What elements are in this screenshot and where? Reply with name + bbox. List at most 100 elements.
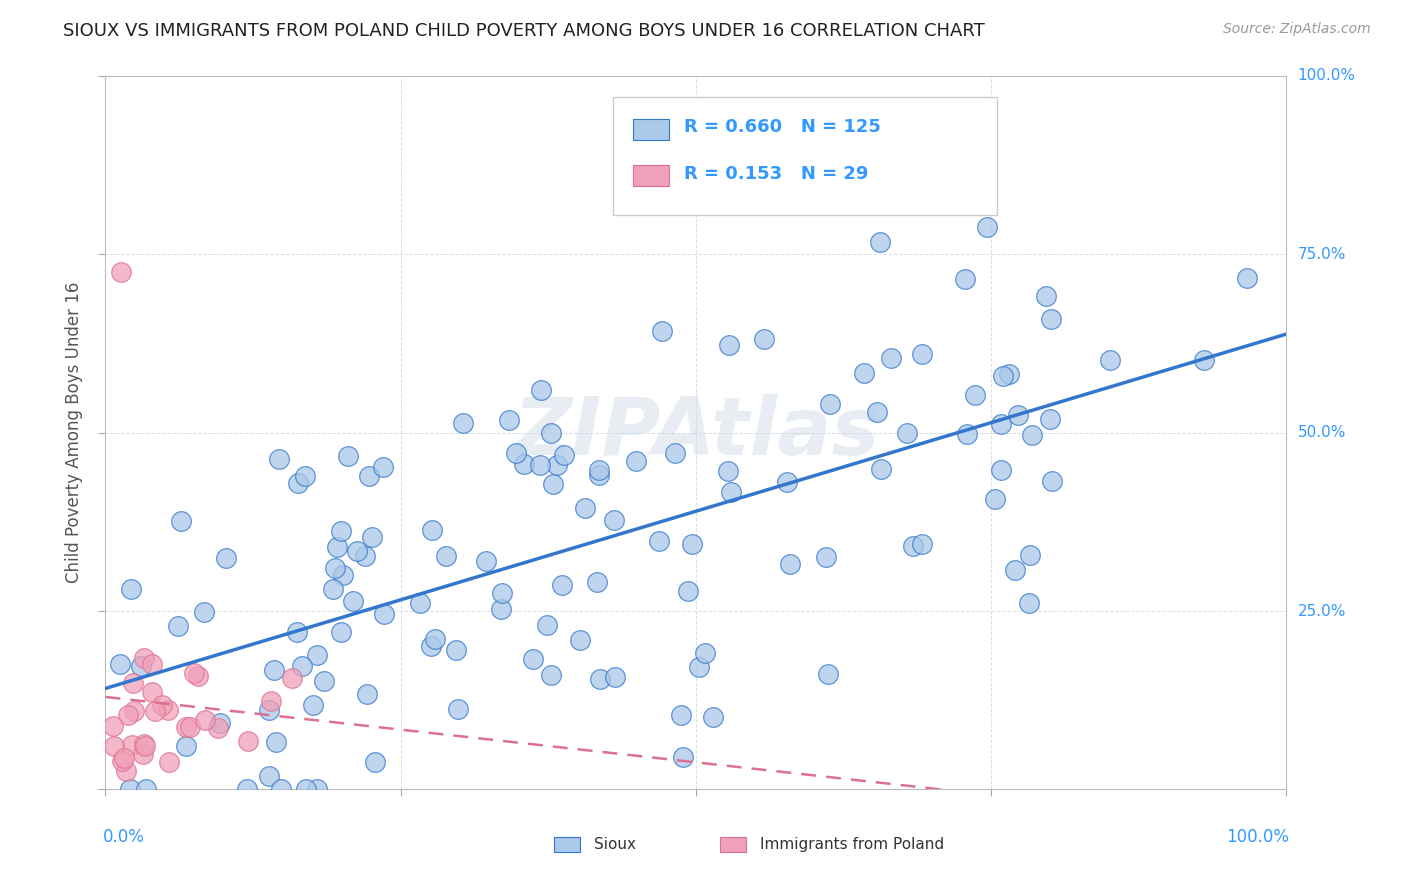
Text: Source: ZipAtlas.com: Source: ZipAtlas.com [1223, 22, 1371, 37]
Point [101, 719, 124, 733]
Point [361, 530, 384, 544]
Point [540, 426, 562, 441]
Point [991, 369, 1014, 384]
Point [869, 462, 891, 476]
Point [540, 668, 562, 682]
Point [323, 561, 346, 575]
Point [260, 694, 283, 708]
Point [536, 617, 558, 632]
Point [371, 460, 394, 475]
Point [121, 738, 143, 752]
Point [953, 272, 976, 286]
Text: R = 0.660   N = 125: R = 0.660 N = 125 [685, 119, 882, 136]
Point [588, 467, 610, 482]
Point [1007, 408, 1029, 422]
Text: 0.0%: 0.0% [103, 829, 145, 847]
Point [910, 537, 932, 551]
Point [998, 368, 1021, 382]
Point [588, 463, 610, 477]
Point [1192, 352, 1215, 367]
Point [672, 750, 695, 764]
Point [257, 703, 280, 717]
Point [364, 756, 387, 770]
Point [207, 721, 229, 735]
Point [752, 332, 775, 346]
Point [141, 685, 163, 699]
Point [776, 475, 799, 490]
Point [193, 605, 215, 619]
Point [356, 687, 378, 701]
Text: 25.0%: 25.0% [1298, 604, 1346, 618]
Point [814, 550, 837, 565]
Point [134, 737, 156, 751]
Point [651, 324, 673, 338]
Point [322, 582, 344, 596]
Point [896, 426, 918, 441]
Point [267, 452, 290, 467]
Point [451, 417, 474, 431]
Point [983, 491, 1005, 506]
Text: R = 0.153   N = 29: R = 0.153 N = 29 [685, 165, 869, 183]
Point [522, 652, 544, 666]
Point [434, 549, 457, 563]
Point [513, 457, 536, 471]
Point [869, 235, 891, 249]
Point [546, 458, 568, 472]
Point [990, 417, 1012, 431]
Point [108, 657, 131, 671]
Point [208, 716, 231, 731]
Point [194, 713, 217, 727]
Point [676, 584, 699, 599]
Point [157, 755, 180, 769]
Point [307, 648, 329, 663]
Point [585, 574, 607, 589]
Point [553, 448, 575, 462]
Point [314, 673, 336, 688]
Point [110, 265, 132, 279]
Point [134, 739, 156, 753]
Point [141, 657, 163, 672]
Point [475, 554, 498, 568]
Point [718, 338, 741, 352]
Point [603, 670, 626, 684]
Point [287, 476, 309, 491]
Text: 100.0%: 100.0% [1226, 829, 1289, 847]
Point [529, 458, 551, 473]
Point [291, 659, 314, 673]
Point [1018, 596, 1040, 610]
Point [332, 567, 354, 582]
Text: ZIPAtlas: ZIPAtlas [513, 393, 879, 472]
Point [135, 782, 157, 797]
Point [120, 582, 142, 596]
Point [103, 739, 125, 753]
FancyBboxPatch shape [720, 837, 745, 852]
Point [589, 672, 612, 686]
Point [720, 485, 742, 500]
Point [1035, 288, 1057, 302]
Point [174, 739, 197, 753]
Point [183, 665, 205, 680]
FancyBboxPatch shape [633, 165, 669, 186]
Point [302, 698, 325, 712]
Point [342, 594, 364, 608]
Point [115, 764, 138, 778]
Point [820, 397, 842, 411]
Point [530, 383, 553, 397]
Point [112, 751, 135, 765]
Point [669, 708, 692, 723]
Point [444, 643, 467, 657]
Point [179, 720, 201, 734]
Point [1039, 312, 1062, 326]
Point [879, 351, 901, 365]
Point [505, 446, 527, 460]
Point [717, 464, 740, 478]
Point [373, 607, 395, 621]
Text: Immigrants from Poland: Immigrants from Poland [759, 837, 943, 852]
Point [330, 524, 353, 538]
Point [111, 754, 134, 768]
Point [1040, 475, 1063, 489]
Point [145, 704, 167, 718]
Point [294, 469, 316, 483]
Point [543, 476, 565, 491]
FancyBboxPatch shape [554, 837, 581, 852]
